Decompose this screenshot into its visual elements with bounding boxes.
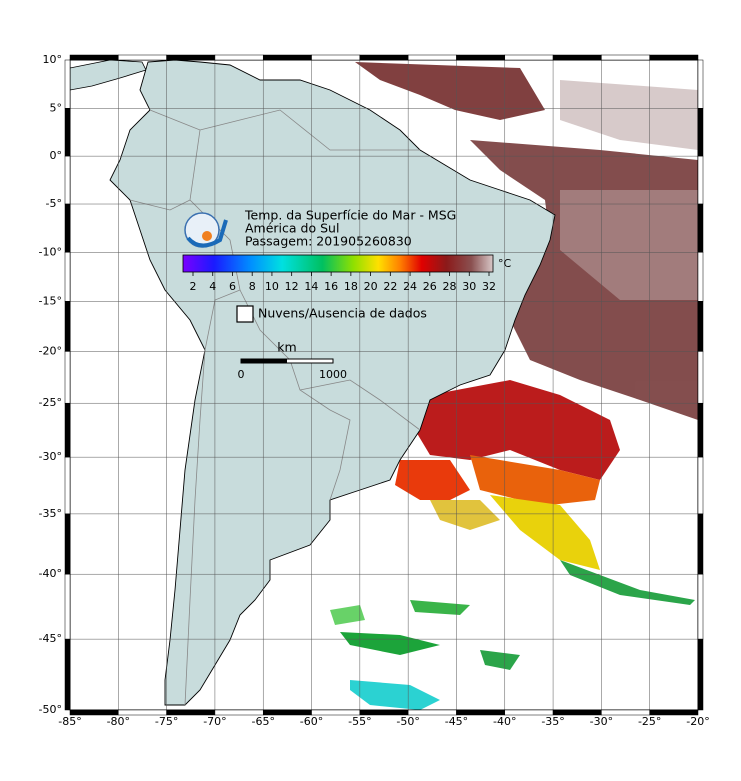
frame-segment — [552, 54, 602, 61]
colorbar-tick-label: 18 — [344, 280, 358, 293]
frame-segment — [601, 54, 650, 61]
frame-segment — [64, 59, 71, 109]
scale-end: 1000 — [319, 368, 347, 381]
frame-segment — [64, 252, 71, 302]
frame-segment — [64, 351, 71, 404]
scale-unit: km — [277, 340, 296, 355]
colorbar-tick-label: 22 — [383, 280, 397, 293]
frame-segment — [697, 402, 704, 458]
frame-segment — [697, 59, 704, 109]
lat-tick-label: -35° — [39, 507, 62, 520]
colorbar-ticks: 2 4 6 8 10 12 14 16 18 20 22 24 26 28 30 32 — [190, 272, 496, 293]
frame-segment — [697, 513, 704, 575]
lon-tick-label: -85° — [58, 715, 81, 728]
lat-tick-label: -20° — [39, 344, 62, 357]
colorbar-tick-label: 12 — [285, 280, 299, 293]
colorbar-tick-label: 30 — [462, 280, 476, 293]
title-line: Passagem: 201905260830 — [245, 234, 412, 249]
colorbar-tick-label: 8 — [249, 280, 256, 293]
lon-tick-label: -75° — [155, 715, 178, 728]
lat-tick-label: 5° — [50, 101, 63, 114]
inpe-logo — [184, 212, 228, 248]
frame-segment — [649, 54, 699, 61]
lon-tick-label: -55° — [348, 715, 371, 728]
frame-segment — [64, 513, 71, 575]
lon-tick-label: -65° — [251, 715, 274, 728]
colorbar-tick-label: 14 — [304, 280, 318, 293]
scale-start: 0 — [238, 368, 245, 381]
frame-segment — [118, 54, 167, 61]
lon-tick-label: -45° — [445, 715, 468, 728]
frame-segment — [64, 456, 71, 515]
lon-tick-label: -70° — [203, 715, 226, 728]
lat-tick-label: 0° — [50, 149, 63, 162]
lat-tick-label: -50° — [39, 703, 62, 716]
frame-segment — [697, 108, 704, 157]
lat-tick-label: -25° — [39, 396, 62, 409]
frame-segment — [697, 573, 704, 640]
scale-bar: km 0 1000 — [238, 340, 348, 382]
frame-segment — [697, 351, 704, 404]
legend-label: Nuvens/Ausencia de dados — [258, 306, 427, 321]
title-line: Temp. da Superfície do Mar - MSG — [244, 208, 456, 223]
frame-segment — [166, 54, 216, 61]
frame-segment — [64, 638, 71, 711]
lon-tick-label: -35° — [541, 715, 564, 728]
frame-segment — [697, 456, 704, 515]
frame-segment — [697, 252, 704, 302]
map-area — [70, 60, 698, 710]
frame-segment — [504, 54, 554, 61]
lon-tick-label: -30° — [590, 715, 613, 728]
frame-segment — [697, 155, 704, 205]
frame-segment — [64, 155, 71, 205]
frame-segment — [64, 301, 71, 352]
colorbar-tick-label: 26 — [423, 280, 437, 293]
colorbar-tick-label: 32 — [482, 280, 496, 293]
colorbar-tick-label: 16 — [324, 280, 338, 293]
colorbar-tick-label: 24 — [403, 280, 417, 293]
lat-tick-label: -10° — [39, 245, 62, 258]
lon-tick-label: -25° — [638, 715, 661, 728]
frame-segment — [64, 402, 71, 458]
lat-tick-label: -45° — [39, 632, 62, 645]
frame-segment — [64, 108, 71, 157]
frame-segment — [697, 638, 704, 711]
lat-tick-label: -15° — [39, 294, 62, 307]
frame-segment — [64, 203, 71, 253]
colorbar-tick-label: 6 — [229, 280, 236, 293]
frame-segment — [214, 54, 264, 61]
lon-tick-label: -60° — [300, 715, 323, 728]
frame-segment — [697, 203, 704, 253]
legend-swatch — [236, 305, 254, 323]
colorbar — [182, 254, 494, 273]
south-america — [109, 60, 556, 706]
colorbar-tick-label: 28 — [443, 280, 457, 293]
colorbar-tick-label: 10 — [265, 280, 279, 293]
colorbar-tick-label: 2 — [190, 280, 197, 293]
colorbar-tick-label: 20 — [364, 280, 378, 293]
frame-segment — [64, 573, 71, 640]
lon-tick-label: -40° — [493, 715, 516, 728]
frame-segment — [456, 54, 506, 61]
frame-segment — [407, 54, 457, 61]
lat-tick-label: 10° — [43, 53, 63, 66]
lat-tick-label: -5° — [46, 197, 62, 210]
lon-tick-label: -20° — [686, 715, 709, 728]
lon-tick-label: -50° — [396, 715, 419, 728]
title-line: América do Sul — [245, 221, 339, 236]
colorbar-tick-label: 4 — [209, 280, 216, 293]
frame-segment — [262, 54, 312, 61]
tick-labels: -85° -80° -75° -70° -65° -60° -55° -50° -45° -40°… — [39, 53, 710, 728]
frame-segment — [697, 301, 704, 352]
lon-tick-label: -80° — [107, 715, 130, 728]
frame-segment — [649, 709, 699, 716]
lat-tick-label: -40° — [39, 567, 62, 580]
frame-border — [64, 54, 704, 716]
frame-segment — [311, 54, 361, 61]
frame-segment — [359, 54, 409, 61]
colorbar-unit: °C — [498, 257, 512, 270]
frame-segment — [69, 54, 119, 61]
lat-tick-label: -30° — [39, 450, 62, 463]
